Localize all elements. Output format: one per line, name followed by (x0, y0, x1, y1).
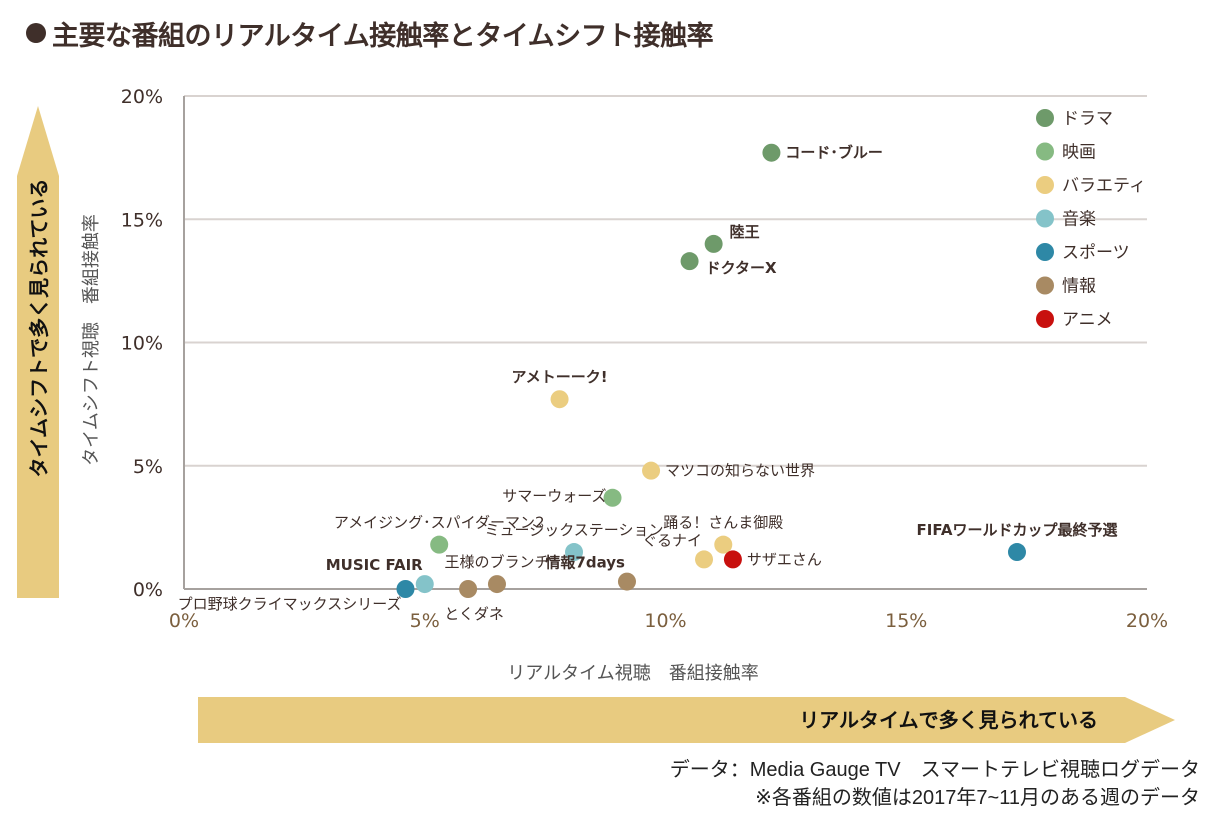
data-label: FIFAワールドカップ最終予選 (917, 521, 1118, 539)
x-axis-label: リアルタイム視聴 番組接触率 (507, 663, 758, 684)
data-point-sports (396, 580, 415, 598)
data-label: ミュージックステーション (485, 521, 664, 539)
data-point-movie (430, 535, 449, 554)
timeshift-arrow (17, 106, 59, 598)
legend-marker-movie (1036, 142, 1054, 161)
data-point-music (415, 575, 434, 594)
legend-marker-drama (1036, 109, 1054, 127)
data-label: とくダネ (444, 605, 504, 623)
data-label: ドクターX (706, 259, 777, 277)
data-label: アメトーーク! (512, 368, 608, 386)
title-bullet-icon (26, 23, 46, 43)
legend-marker-music (1036, 209, 1054, 228)
data-label: コード･ブルー (785, 144, 883, 162)
x-tick-label: 5% (410, 610, 440, 632)
data-note: ※各番組の数値は2017年7~11月のある週のデータ (755, 787, 1200, 809)
legend-label-sports: スポーツ (1062, 243, 1130, 263)
data-point-drama (762, 143, 781, 162)
data-point-variety (550, 390, 569, 409)
footer: データ：Media Gauge TV スマートテレビ視聴ログデータ ※各番組の数… (670, 756, 1200, 812)
data-label: 踊る！さんま御殿 (663, 514, 783, 532)
legend-label-anime: アニメ (1062, 310, 1113, 330)
legend-marker-sports (1036, 243, 1054, 261)
y-tick-label: 15% (121, 209, 163, 231)
y-tick-label: 10% (121, 333, 163, 355)
data-point-variety (695, 550, 714, 569)
realtime-arrow (198, 697, 1175, 743)
chart-title: 主要な番組のリアルタイム接触率とタイムシフト接触率 (26, 14, 714, 53)
realtime-arrow-label: リアルタイムで多く見られている (799, 708, 1098, 732)
data-point-info (487, 575, 506, 594)
legend-label-movie: 映画 (1062, 143, 1096, 163)
y-tick-label: 0% (133, 579, 163, 601)
data-label: アメイジング･スパイダーマン2 (334, 514, 545, 532)
y-tick-label: 5% (133, 456, 163, 478)
legend-marker-anime (1036, 310, 1054, 328)
data-label: 王様のブランチ (444, 553, 549, 571)
data-label: MUSIC FAIR (326, 556, 423, 574)
data-point-info (617, 572, 636, 591)
data-point-info (459, 580, 478, 598)
data-point-movie (603, 488, 622, 507)
x-tick-label: 15% (885, 610, 927, 632)
data-label: サマーウォーズ (502, 487, 606, 505)
data-source: データ：Media Gauge TV スマートテレビ視聴ログデータ (669, 759, 1200, 781)
x-tick-label: 20% (1126, 610, 1168, 632)
data-label: マツコの知らない世界 (665, 462, 815, 480)
legend-label-music: 音楽 (1062, 210, 1096, 230)
y-axis-label: タイムシフト視聴 番組接触率 (81, 214, 102, 466)
x-tick-label: 10% (644, 610, 686, 632)
legend-marker-info (1036, 276, 1054, 295)
y-tick-label: 20% (121, 86, 163, 108)
data-point-anime (723, 550, 742, 569)
data-point-music (565, 543, 584, 562)
chart-title-text: 主要な番組のリアルタイム接触率とタイムシフト接触率 (52, 21, 714, 52)
data-point-drama (704, 234, 723, 253)
data-label: プロ野球クライマックスシリーズ (178, 595, 402, 613)
data-point-sports (1007, 543, 1026, 562)
x-tick-label: 0% (169, 610, 199, 632)
data-label: 情報7days (545, 554, 625, 572)
legend-label-info: 情報 (1062, 277, 1096, 297)
legend-marker-variety (1036, 176, 1054, 194)
data-point-variety (642, 461, 661, 480)
legend-label-drama: ドラマ (1062, 109, 1113, 129)
data-label: ぐるナイ (642, 531, 702, 549)
legend-label-variety: バラエティ (1062, 176, 1146, 196)
data-point-variety (714, 535, 733, 554)
data-label: サザエさん (747, 550, 822, 568)
timeshift-arrow-label: タイムシフトで多く見られている (27, 179, 51, 478)
data-label: 陸王 (730, 223, 760, 241)
data-point-drama (680, 252, 699, 271)
